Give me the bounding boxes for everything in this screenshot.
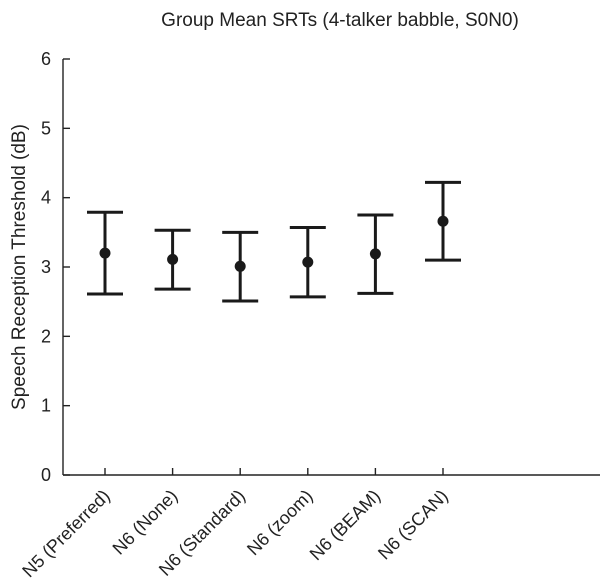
mean-point (99, 247, 111, 259)
y-tick-label: 5 (41, 118, 51, 138)
y-ticks: 0 1 2 3 4 5 6 (41, 49, 70, 485)
x-tick-label: N6 (BEAM) (306, 486, 384, 564)
x-tick-label: N6 (zoom) (243, 486, 317, 560)
data-marks (87, 180, 461, 303)
y-tick-label: 4 (41, 188, 51, 208)
y-tick-label: 6 (41, 49, 51, 69)
mean-point (369, 248, 381, 260)
y-axis-label: Speech Reception Threshold (dB) (9, 124, 30, 410)
mean-point (302, 256, 314, 268)
y-tick-label: 2 (41, 326, 51, 346)
mean-point (167, 253, 179, 265)
x-tick-label: N6 (None) (109, 486, 182, 559)
axes (62, 59, 600, 476)
y-tick-label: 3 (41, 257, 51, 277)
x-ticks: N5 (Preferred)N6 (None)N6 (Standard)N6 (… (18, 468, 452, 581)
chart-title: Group Mean SRTs (4-talker babble, S0N0) (161, 10, 519, 31)
y-tick-label: 0 (41, 465, 51, 485)
y-tick-label: 1 (41, 396, 51, 416)
mean-point (234, 260, 246, 272)
mean-point (437, 215, 449, 227)
x-tick-label: N6 (SCAN) (374, 486, 452, 564)
x-tick-label: N5 (Preferred) (18, 486, 113, 581)
